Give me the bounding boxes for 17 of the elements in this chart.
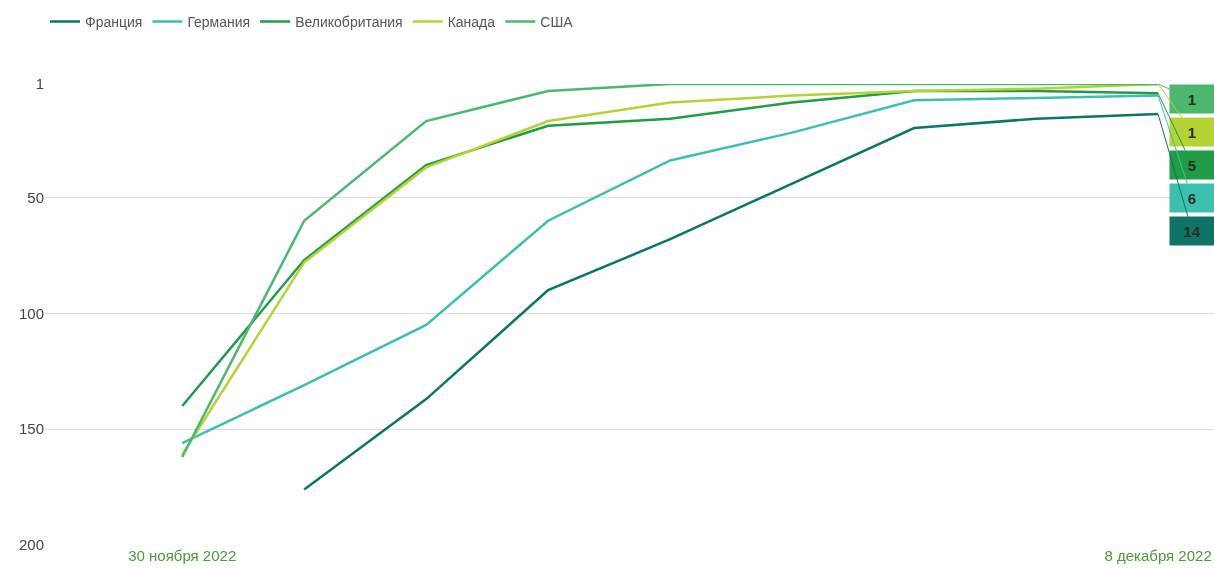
legend-label: Германия <box>187 13 251 30</box>
data-label: 1 <box>1187 123 1197 141</box>
data-label: 6 <box>1187 189 1197 207</box>
data-label: 14 <box>1183 222 1201 240</box>
x-tick-label: 8 декабря 2022 <box>1104 547 1212 564</box>
data-label: 5 <box>1187 156 1197 174</box>
legend-label: Франция <box>85 13 143 30</box>
y-tick-label: 50 <box>27 188 44 206</box>
x-tick-label: 30 ноября 2022 <box>128 547 237 564</box>
legend-label: Великобритания <box>295 13 403 30</box>
data-label: 1 <box>1187 90 1197 108</box>
y-tick-label: 100 <box>18 304 44 322</box>
legend-label: США <box>540 13 574 30</box>
y-tick-label: 150 <box>18 420 44 438</box>
y-tick-label: 1 <box>35 75 44 93</box>
legend-label: Канада <box>447 13 496 30</box>
y-tick-label: 200 <box>18 536 44 554</box>
